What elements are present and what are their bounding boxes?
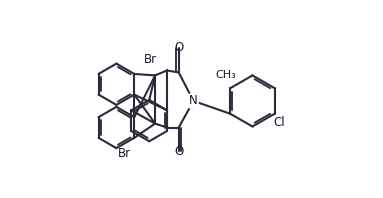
Text: O: O: [174, 145, 183, 158]
Text: Cl: Cl: [274, 116, 285, 129]
Text: O: O: [174, 41, 183, 54]
Text: CH₃: CH₃: [215, 70, 236, 80]
Text: Br: Br: [144, 53, 157, 66]
Text: Br: Br: [118, 147, 131, 160]
Text: N: N: [189, 94, 198, 108]
